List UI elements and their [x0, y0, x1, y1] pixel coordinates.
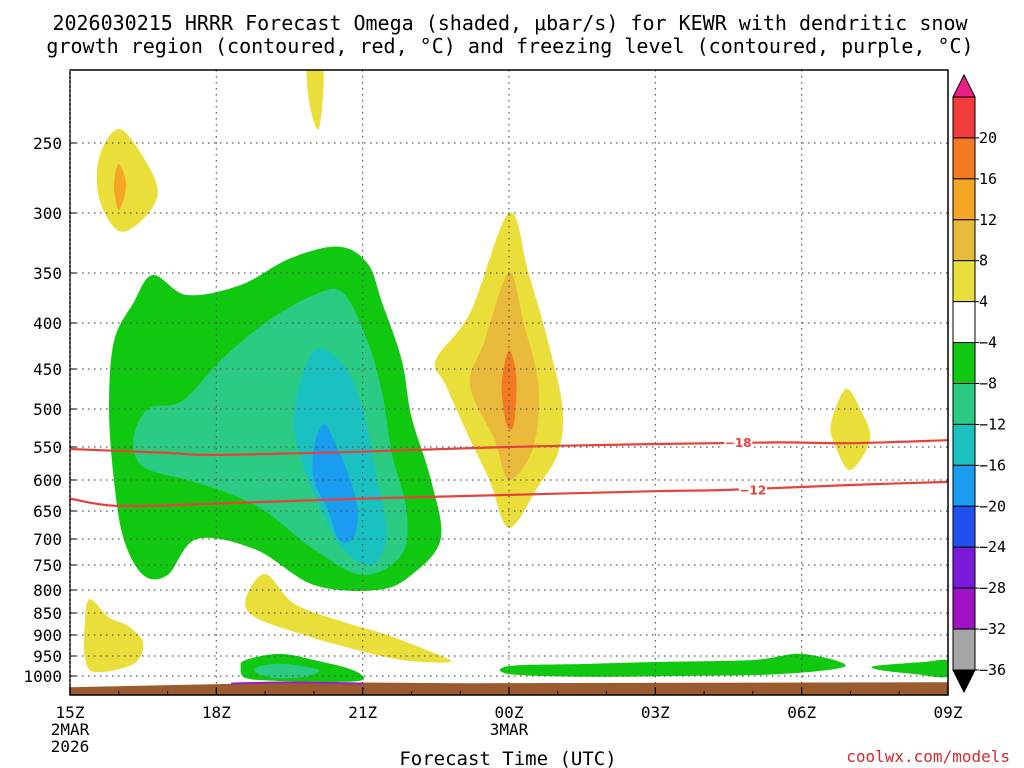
y-tick-label-500: 500 — [33, 400, 62, 419]
colorbar-label-5: −4 — [979, 334, 997, 352]
x-tick-label-0-1: 2MAR — [51, 720, 90, 739]
colorbar-swatch-10 — [952, 464, 976, 507]
axes: 250 300 350 400 450 500 550 600 650 700 750 800 850 9… — [23, 69, 963, 756]
y-tick-label-250: 250 — [33, 134, 62, 153]
contour-label-bg — [724, 435, 753, 450]
y-tick-label-450: 450 — [33, 360, 62, 379]
x-tick-label-3-0: 18Z — [202, 703, 231, 722]
x-tick-label-15-0: 06Z — [787, 703, 816, 722]
colorbar-swatch-3 — [952, 178, 976, 221]
y-tick-label-900: 900 — [33, 626, 62, 645]
y-tick-label-950: 950 — [33, 647, 62, 666]
y-tick-label-650: 650 — [33, 502, 62, 521]
colorbar-label-2: 12 — [979, 211, 997, 229]
colorbar-label-8: −16 — [979, 456, 1006, 474]
colorbar-label-7: −12 — [979, 415, 1006, 433]
colorbar: 20 16 12 8 4 −4 −8 −12 −16 −20 −24 −28 −32 −36 — [952, 73, 1006, 694]
plot-area: −18 −12 — [70, 70, 948, 695]
omega-region-descent-low-left — [83, 599, 144, 673]
y-tick-label-300: 300 — [33, 204, 62, 223]
omega-region-ascent-low-mid-core — [254, 663, 320, 679]
x-axis-label: Forecast Time (UTC) — [399, 748, 616, 768]
y-tick-label-600: 600 — [33, 471, 62, 490]
colorbar-top-arrow — [952, 73, 976, 98]
colorbar-swatch-6 — [952, 301, 976, 344]
colorbar-label-6: −8 — [979, 375, 997, 393]
omega-region-descent-upper-left-core — [113, 164, 127, 211]
x-tick-label-18-0: 09Z — [934, 703, 963, 722]
x-tick-label-12-0: 03Z — [641, 703, 670, 722]
colorbar-swatch-2 — [952, 137, 976, 180]
omega-region-descent-low-mid — [245, 573, 452, 663]
colorbar-swatch-9 — [952, 423, 976, 466]
colorbar-swatch-1 — [952, 96, 976, 139]
y-tick-label-1000: 1000 — [23, 667, 62, 686]
contour-label-minus18: −18 — [725, 436, 752, 450]
omega-region-descent-right — [830, 388, 871, 471]
y-tick-label-400: 400 — [33, 314, 62, 333]
contour-line-0 — [70, 439, 948, 457]
contour-line-1 — [70, 480, 948, 508]
y-tick-label-800: 800 — [33, 581, 62, 600]
omega-region-descent-midnight-max — [501, 350, 517, 430]
x-tick-label-6-0: 21Z — [348, 703, 377, 722]
colorbar-swatch-7 — [952, 342, 976, 385]
colorbar-swatch-8 — [952, 383, 976, 425]
colorbar-label-4: 4 — [979, 293, 988, 311]
colorbar-label-0: 20 — [979, 129, 997, 147]
colorbar-swatch-5 — [952, 260, 976, 303]
credit-text: coolwx.com/models — [846, 747, 1010, 766]
colorbar-swatch-4 — [952, 219, 976, 262]
omega-region-ascent-low-far-right — [871, 659, 948, 678]
omega-region-descent-upper-left — [96, 129, 158, 232]
colorbar-label-3: 8 — [979, 252, 988, 270]
y-tick-label-350: 350 — [33, 264, 62, 283]
omega-region-descent-top — [306, 70, 324, 130]
contour-line-2 — [230, 681, 363, 685]
x-tick-label-9-0: 00Z — [495, 703, 524, 722]
x-tick-label-9-1: 3MAR — [490, 720, 529, 739]
x-tick-label-0-2: 2026 — [51, 737, 90, 756]
colorbar-label-11: −28 — [979, 579, 1006, 597]
colorbar-label-10: −24 — [979, 538, 1006, 556]
colorbar-label-1: 16 — [979, 170, 997, 188]
colorbar-swatch-11 — [952, 505, 976, 548]
colorbar-bottom-arrow — [952, 669, 976, 694]
colorbar-swatch-13 — [952, 587, 976, 630]
colorbar-label-13: −36 — [979, 661, 1006, 679]
y-tick-label-750: 750 — [33, 556, 62, 575]
contour-label-minus12: −12 — [740, 484, 767, 498]
colorbar-swatch-14 — [952, 628, 976, 671]
x-tick-label-0-0: 15Z — [56, 703, 85, 722]
colorbar-swatch-12 — [952, 546, 976, 589]
chart-title-line1: 2026030215 HRRR Forecast Omega (shaded, … — [52, 11, 968, 35]
chart-title-line2: growth region (contoured, red, °C) and f… — [46, 34, 973, 58]
y-tick-label-550: 550 — [33, 438, 62, 457]
contour-label-bg — [738, 482, 767, 497]
omega-region-ascent-low-right — [499, 653, 846, 677]
colorbar-label-12: −32 — [979, 620, 1006, 638]
y-tick-label-700: 700 — [33, 530, 62, 549]
colorbar-label-9: −20 — [979, 497, 1006, 515]
y-tick-label-850: 850 — [33, 604, 62, 623]
